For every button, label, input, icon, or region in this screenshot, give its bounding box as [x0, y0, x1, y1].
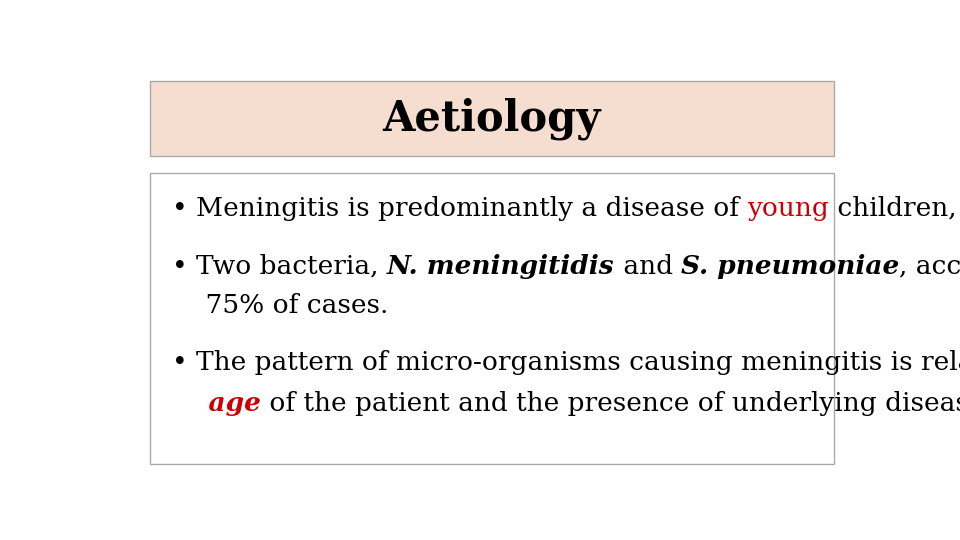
Text: S. pneumoniae: S. pneumoniae: [681, 254, 900, 279]
Text: Aetiology: Aetiology: [383, 98, 601, 140]
Text: children, and: children, and: [829, 196, 960, 221]
Text: , account for about: , account for about: [900, 254, 960, 279]
Text: of the patient and the presence of underlying disease.: of the patient and the presence of under…: [261, 391, 960, 416]
FancyBboxPatch shape: [150, 173, 834, 464]
Text: 75% of cases.: 75% of cases.: [172, 293, 389, 319]
FancyBboxPatch shape: [150, 82, 834, 156]
Text: young: young: [748, 196, 829, 221]
Text: and: and: [614, 254, 681, 279]
Text: • Meningitis is predominantly a disease of: • Meningitis is predominantly a disease …: [172, 196, 748, 221]
Text: • The pattern of micro-organisms causing meningitis is related to the: • The pattern of micro-organisms causing…: [172, 349, 960, 375]
Text: N. meningitidis: N. meningitidis: [387, 254, 614, 279]
Text: age: age: [172, 391, 261, 416]
Text: • Two bacteria,: • Two bacteria,: [172, 254, 387, 279]
